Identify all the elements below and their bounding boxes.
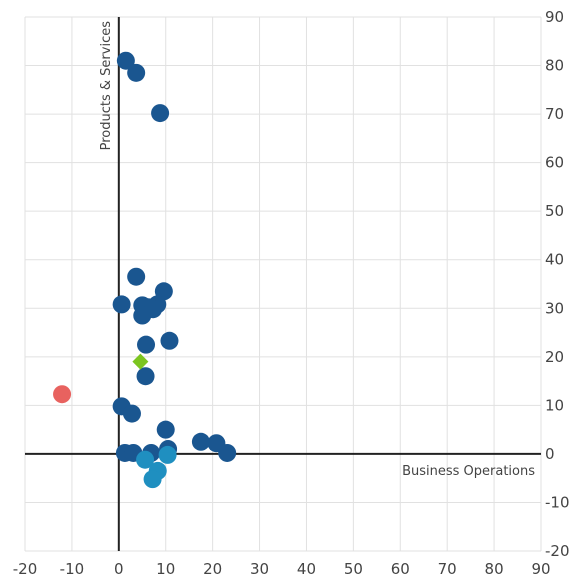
data-point xyxy=(136,450,155,469)
x-tick-label: 90 xyxy=(531,560,550,578)
y-tick-label: 20 xyxy=(545,348,564,366)
data-point-diamond xyxy=(132,353,149,370)
x-tick-label: 30 xyxy=(250,560,269,578)
y-tick-label: 40 xyxy=(545,251,564,269)
y-axis-label: Products & Services xyxy=(99,21,114,151)
tick-labels: -20 -10 0 10 20 30 40 50 60 70 80 90 90 80 70 60 50 40 30 2… xyxy=(13,8,570,578)
axes xyxy=(25,17,541,551)
y-tick-label: 30 xyxy=(545,299,564,317)
data-point xyxy=(218,443,237,462)
data-point xyxy=(137,335,156,354)
data-point xyxy=(158,445,177,464)
data-point xyxy=(116,51,135,70)
data-point xyxy=(191,432,210,451)
y-tick-label: 70 xyxy=(545,105,564,123)
x-tick-label: 80 xyxy=(485,560,504,578)
y-tick-label: -20 xyxy=(545,542,570,560)
y-tick-label: 50 xyxy=(545,202,564,220)
x-tick-label: 0 xyxy=(114,560,124,578)
y-tick-label: 80 xyxy=(545,57,564,75)
x-tick-label: -10 xyxy=(60,560,85,578)
data-points xyxy=(53,51,237,489)
data-point xyxy=(53,385,72,404)
data-point xyxy=(160,331,179,350)
x-tick-label: 10 xyxy=(156,560,175,578)
data-point xyxy=(133,306,152,325)
y-tick-label: 0 xyxy=(545,445,555,463)
y-tick-label: 60 xyxy=(545,154,564,172)
data-point xyxy=(127,267,146,286)
data-point xyxy=(127,63,146,82)
x-tick-label: -20 xyxy=(13,560,38,578)
x-tick-label: 20 xyxy=(203,560,222,578)
x-axis-label: Business Operations xyxy=(402,464,535,479)
y-tick-label: -10 xyxy=(545,493,570,511)
grid xyxy=(24,16,542,552)
x-tick-label: 40 xyxy=(297,560,316,578)
x-tick-label: 60 xyxy=(391,560,410,578)
data-point xyxy=(156,420,175,439)
data-point xyxy=(136,367,155,386)
x-tick-label: 70 xyxy=(438,560,457,578)
x-tick-label: 50 xyxy=(344,560,363,578)
data-point xyxy=(143,470,162,489)
data-point xyxy=(122,404,141,423)
data-point xyxy=(151,104,170,123)
data-point xyxy=(112,295,131,314)
y-tick-label: 90 xyxy=(545,8,564,26)
y-tick-label: 10 xyxy=(545,396,564,414)
